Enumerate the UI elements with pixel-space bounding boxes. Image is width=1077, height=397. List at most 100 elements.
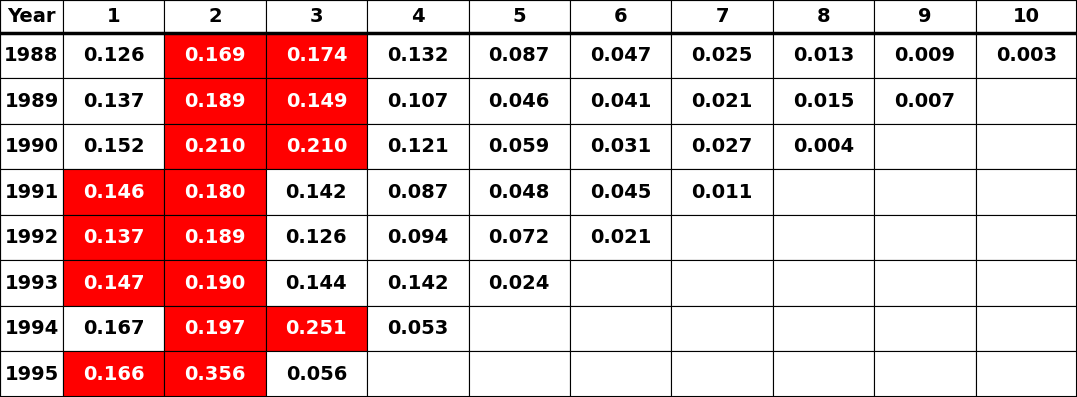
Text: 0.094: 0.094 bbox=[388, 228, 448, 247]
Text: 0.121: 0.121 bbox=[387, 137, 449, 156]
Bar bbox=[62, 260, 165, 306]
Bar bbox=[165, 78, 266, 124]
Bar bbox=[570, 78, 671, 124]
Bar bbox=[976, 260, 1077, 306]
Bar bbox=[266, 170, 367, 215]
Bar bbox=[468, 33, 570, 78]
Text: 0.126: 0.126 bbox=[285, 228, 347, 247]
Bar bbox=[773, 78, 875, 124]
Bar bbox=[468, 170, 570, 215]
Bar bbox=[976, 78, 1077, 124]
Bar bbox=[0, 33, 62, 78]
Bar bbox=[570, 124, 671, 170]
Text: 0.126: 0.126 bbox=[83, 46, 144, 65]
Bar bbox=[0, 260, 62, 306]
Bar bbox=[165, 215, 266, 260]
Text: 0.142: 0.142 bbox=[387, 274, 449, 293]
Bar bbox=[0, 351, 62, 397]
Bar bbox=[367, 306, 468, 351]
Text: 6: 6 bbox=[614, 7, 628, 26]
Bar bbox=[976, 33, 1077, 78]
Text: 0.210: 0.210 bbox=[285, 137, 347, 156]
Text: 1993: 1993 bbox=[4, 274, 58, 293]
Bar bbox=[773, 0, 875, 33]
Text: 0.152: 0.152 bbox=[83, 137, 144, 156]
Text: 3: 3 bbox=[310, 7, 323, 26]
Text: 1988: 1988 bbox=[4, 46, 58, 65]
Bar bbox=[165, 260, 266, 306]
Text: 1994: 1994 bbox=[4, 319, 58, 338]
Bar bbox=[773, 215, 875, 260]
Text: 0.009: 0.009 bbox=[894, 46, 955, 65]
Text: 0.021: 0.021 bbox=[590, 228, 652, 247]
Bar bbox=[468, 0, 570, 33]
Bar bbox=[671, 170, 773, 215]
Text: 1: 1 bbox=[107, 7, 121, 26]
Bar bbox=[367, 215, 468, 260]
Text: 0.087: 0.087 bbox=[388, 183, 448, 202]
Text: 0.011: 0.011 bbox=[691, 183, 753, 202]
Bar bbox=[671, 33, 773, 78]
Text: 0.189: 0.189 bbox=[184, 228, 246, 247]
Bar bbox=[367, 124, 468, 170]
Text: 9: 9 bbox=[918, 7, 932, 26]
Text: 0.137: 0.137 bbox=[83, 92, 144, 111]
Text: 0.146: 0.146 bbox=[83, 183, 144, 202]
Bar bbox=[62, 351, 165, 397]
Text: 4: 4 bbox=[411, 7, 424, 26]
Text: 1989: 1989 bbox=[4, 92, 58, 111]
Text: 0.004: 0.004 bbox=[793, 137, 854, 156]
Bar bbox=[773, 124, 875, 170]
Bar bbox=[62, 306, 165, 351]
Bar bbox=[773, 33, 875, 78]
Bar bbox=[976, 124, 1077, 170]
Bar bbox=[671, 215, 773, 260]
Bar bbox=[266, 351, 367, 397]
Bar bbox=[266, 0, 367, 33]
Bar bbox=[468, 78, 570, 124]
Text: 0.007: 0.007 bbox=[894, 92, 955, 111]
Text: 1991: 1991 bbox=[4, 183, 58, 202]
Bar bbox=[468, 124, 570, 170]
Bar bbox=[266, 215, 367, 260]
Text: 0.169: 0.169 bbox=[184, 46, 246, 65]
Text: 0.045: 0.045 bbox=[590, 183, 652, 202]
Text: 0.210: 0.210 bbox=[184, 137, 246, 156]
Bar bbox=[976, 351, 1077, 397]
Text: 0.003: 0.003 bbox=[996, 46, 1057, 65]
Bar bbox=[367, 78, 468, 124]
Bar bbox=[570, 0, 671, 33]
Text: 0.087: 0.087 bbox=[489, 46, 550, 65]
Text: 8: 8 bbox=[816, 7, 830, 26]
Bar bbox=[875, 260, 976, 306]
Bar bbox=[671, 124, 773, 170]
Bar bbox=[875, 33, 976, 78]
Bar bbox=[671, 351, 773, 397]
Text: 0.053: 0.053 bbox=[388, 319, 448, 338]
Bar bbox=[62, 0, 165, 33]
Text: 0.197: 0.197 bbox=[184, 319, 246, 338]
Text: 0.027: 0.027 bbox=[691, 137, 753, 156]
Text: 0.072: 0.072 bbox=[489, 228, 550, 247]
Text: 0.031: 0.031 bbox=[590, 137, 652, 156]
Text: 0.024: 0.024 bbox=[489, 274, 550, 293]
Text: 0.015: 0.015 bbox=[793, 92, 854, 111]
Text: 0.147: 0.147 bbox=[83, 274, 144, 293]
Bar bbox=[62, 33, 165, 78]
Text: 0.046: 0.046 bbox=[489, 92, 550, 111]
Bar bbox=[266, 78, 367, 124]
Text: 0.142: 0.142 bbox=[285, 183, 347, 202]
Bar bbox=[875, 78, 976, 124]
Bar bbox=[875, 215, 976, 260]
Text: 2: 2 bbox=[208, 7, 222, 26]
Text: 0.251: 0.251 bbox=[285, 319, 347, 338]
Text: 0.048: 0.048 bbox=[489, 183, 550, 202]
Bar bbox=[875, 306, 976, 351]
Text: 0.041: 0.041 bbox=[590, 92, 652, 111]
Bar bbox=[570, 306, 671, 351]
Bar bbox=[266, 124, 367, 170]
Text: 0.180: 0.180 bbox=[184, 183, 246, 202]
Bar bbox=[468, 351, 570, 397]
Bar bbox=[976, 306, 1077, 351]
Bar bbox=[671, 0, 773, 33]
